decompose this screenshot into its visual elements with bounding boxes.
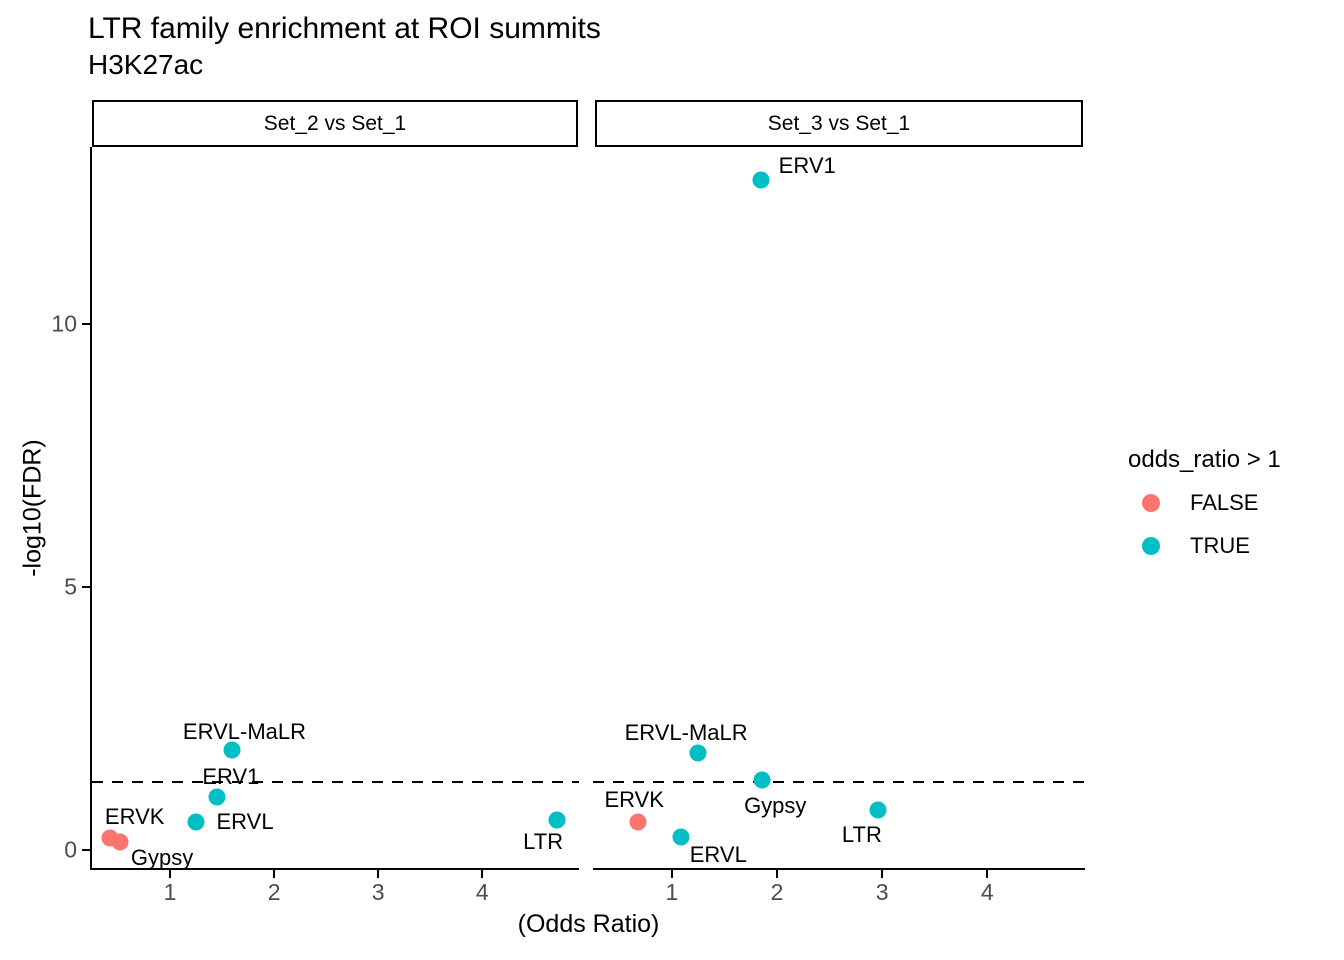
legend-item-false: FALSE bbox=[1142, 490, 1281, 515]
data-point-ervl bbox=[187, 813, 205, 831]
x-axis-tick-label-1: 1 bbox=[163, 879, 177, 905]
plot-subtitle: H3K27ac bbox=[88, 49, 204, 80]
x-axis-tick-1 bbox=[670, 870, 673, 878]
x-axis-tick-1 bbox=[169, 870, 172, 878]
point-label-ervl: ERVL bbox=[689, 841, 747, 867]
point-label-ervl: ERVL bbox=[216, 809, 274, 835]
x-axis-line-facet-2 bbox=[593, 868, 1085, 870]
facet-strip-2: Set_3 vs Set_1 bbox=[595, 100, 1083, 147]
facet-strip-label: Set_3 vs Set_1 bbox=[767, 111, 911, 135]
x-axis-tick-label-3: 3 bbox=[875, 879, 889, 905]
legend: odds_ratio > 1 FALSE TRUE bbox=[1128, 446, 1281, 580]
point-label-ervl-malr: ERVL-MaLR bbox=[182, 719, 307, 745]
x-axis-tick-label-2: 2 bbox=[770, 879, 784, 905]
legend-key-icon bbox=[1142, 494, 1160, 512]
x-axis-tick-label-1: 1 bbox=[665, 879, 679, 905]
legend-label: FALSE bbox=[1190, 490, 1259, 515]
x-axis-tick-3 bbox=[881, 870, 884, 878]
legend-key-icon bbox=[1142, 537, 1160, 555]
point-label-erv1: ERV1 bbox=[202, 763, 260, 789]
data-point-ervk bbox=[629, 813, 647, 831]
y-axis-tick-5 bbox=[82, 586, 90, 589]
x-axis-tick-label-4: 4 bbox=[980, 879, 994, 905]
x-axis-tick-3 bbox=[377, 870, 380, 878]
y-axis-line bbox=[90, 147, 92, 870]
y-axis-title: -log10(FDR) bbox=[18, 439, 47, 577]
y-axis-tick-label-0: 0 bbox=[64, 836, 77, 863]
data-point-ltr bbox=[548, 811, 566, 829]
point-label-ervl-malr: ERVL-MaLR bbox=[624, 720, 748, 746]
x-axis-tick-label-4: 4 bbox=[475, 879, 489, 905]
point-label-ltr: LTR bbox=[841, 822, 882, 848]
point-label-ervk: ERVK bbox=[104, 804, 165, 830]
data-point-gypsy bbox=[753, 771, 771, 789]
y-axis-tick-label-10: 10 bbox=[51, 310, 77, 337]
facet-strip-label: Set_2 vs Set_1 bbox=[263, 111, 407, 135]
point-label-ervk: ERVK bbox=[604, 787, 664, 813]
x-axis-line-facet-1 bbox=[92, 868, 579, 870]
point-label-gypsy: Gypsy bbox=[744, 793, 807, 819]
point-label-ltr: LTR bbox=[523, 829, 564, 855]
x-axis-tick-label-2: 2 bbox=[267, 879, 281, 905]
x-axis-tick-2 bbox=[775, 870, 778, 878]
x-axis-tick-2 bbox=[273, 870, 276, 878]
y-axis-tick-label-5: 5 bbox=[64, 573, 77, 600]
data-point-ervl bbox=[672, 828, 690, 846]
facet-strip-1: Set_2 vs Set_1 bbox=[92, 100, 578, 147]
point-label-erv1: ERV1 bbox=[778, 153, 836, 179]
x-axis-tick-4 bbox=[481, 870, 484, 878]
significance-threshold-line bbox=[92, 780, 579, 783]
data-point-erv1 bbox=[208, 788, 226, 806]
legend-label: TRUE bbox=[1190, 533, 1250, 558]
legend-item-true: TRUE bbox=[1142, 533, 1281, 558]
plot-title: LTR family enrichment at ROI summits bbox=[88, 12, 601, 45]
y-axis-tick-0 bbox=[82, 849, 90, 852]
x-axis-tick-4 bbox=[986, 870, 989, 878]
y-axis-tick-10 bbox=[82, 323, 90, 326]
x-axis-title: (Odds Ratio) bbox=[517, 910, 660, 938]
data-point-gypsy bbox=[111, 833, 129, 851]
data-point-ervl-malr bbox=[689, 744, 707, 762]
significance-threshold-line bbox=[593, 780, 1085, 783]
data-point-erv1 bbox=[752, 171, 770, 189]
data-point-ervl-malr bbox=[223, 741, 241, 759]
x-axis-tick-label-3: 3 bbox=[371, 879, 385, 905]
legend-title: odds_ratio > 1 bbox=[1128, 446, 1281, 473]
point-label-gypsy: Gypsy bbox=[130, 844, 194, 870]
legend-items: FALSE TRUE bbox=[1128, 490, 1281, 558]
data-point-ltr bbox=[869, 801, 887, 819]
